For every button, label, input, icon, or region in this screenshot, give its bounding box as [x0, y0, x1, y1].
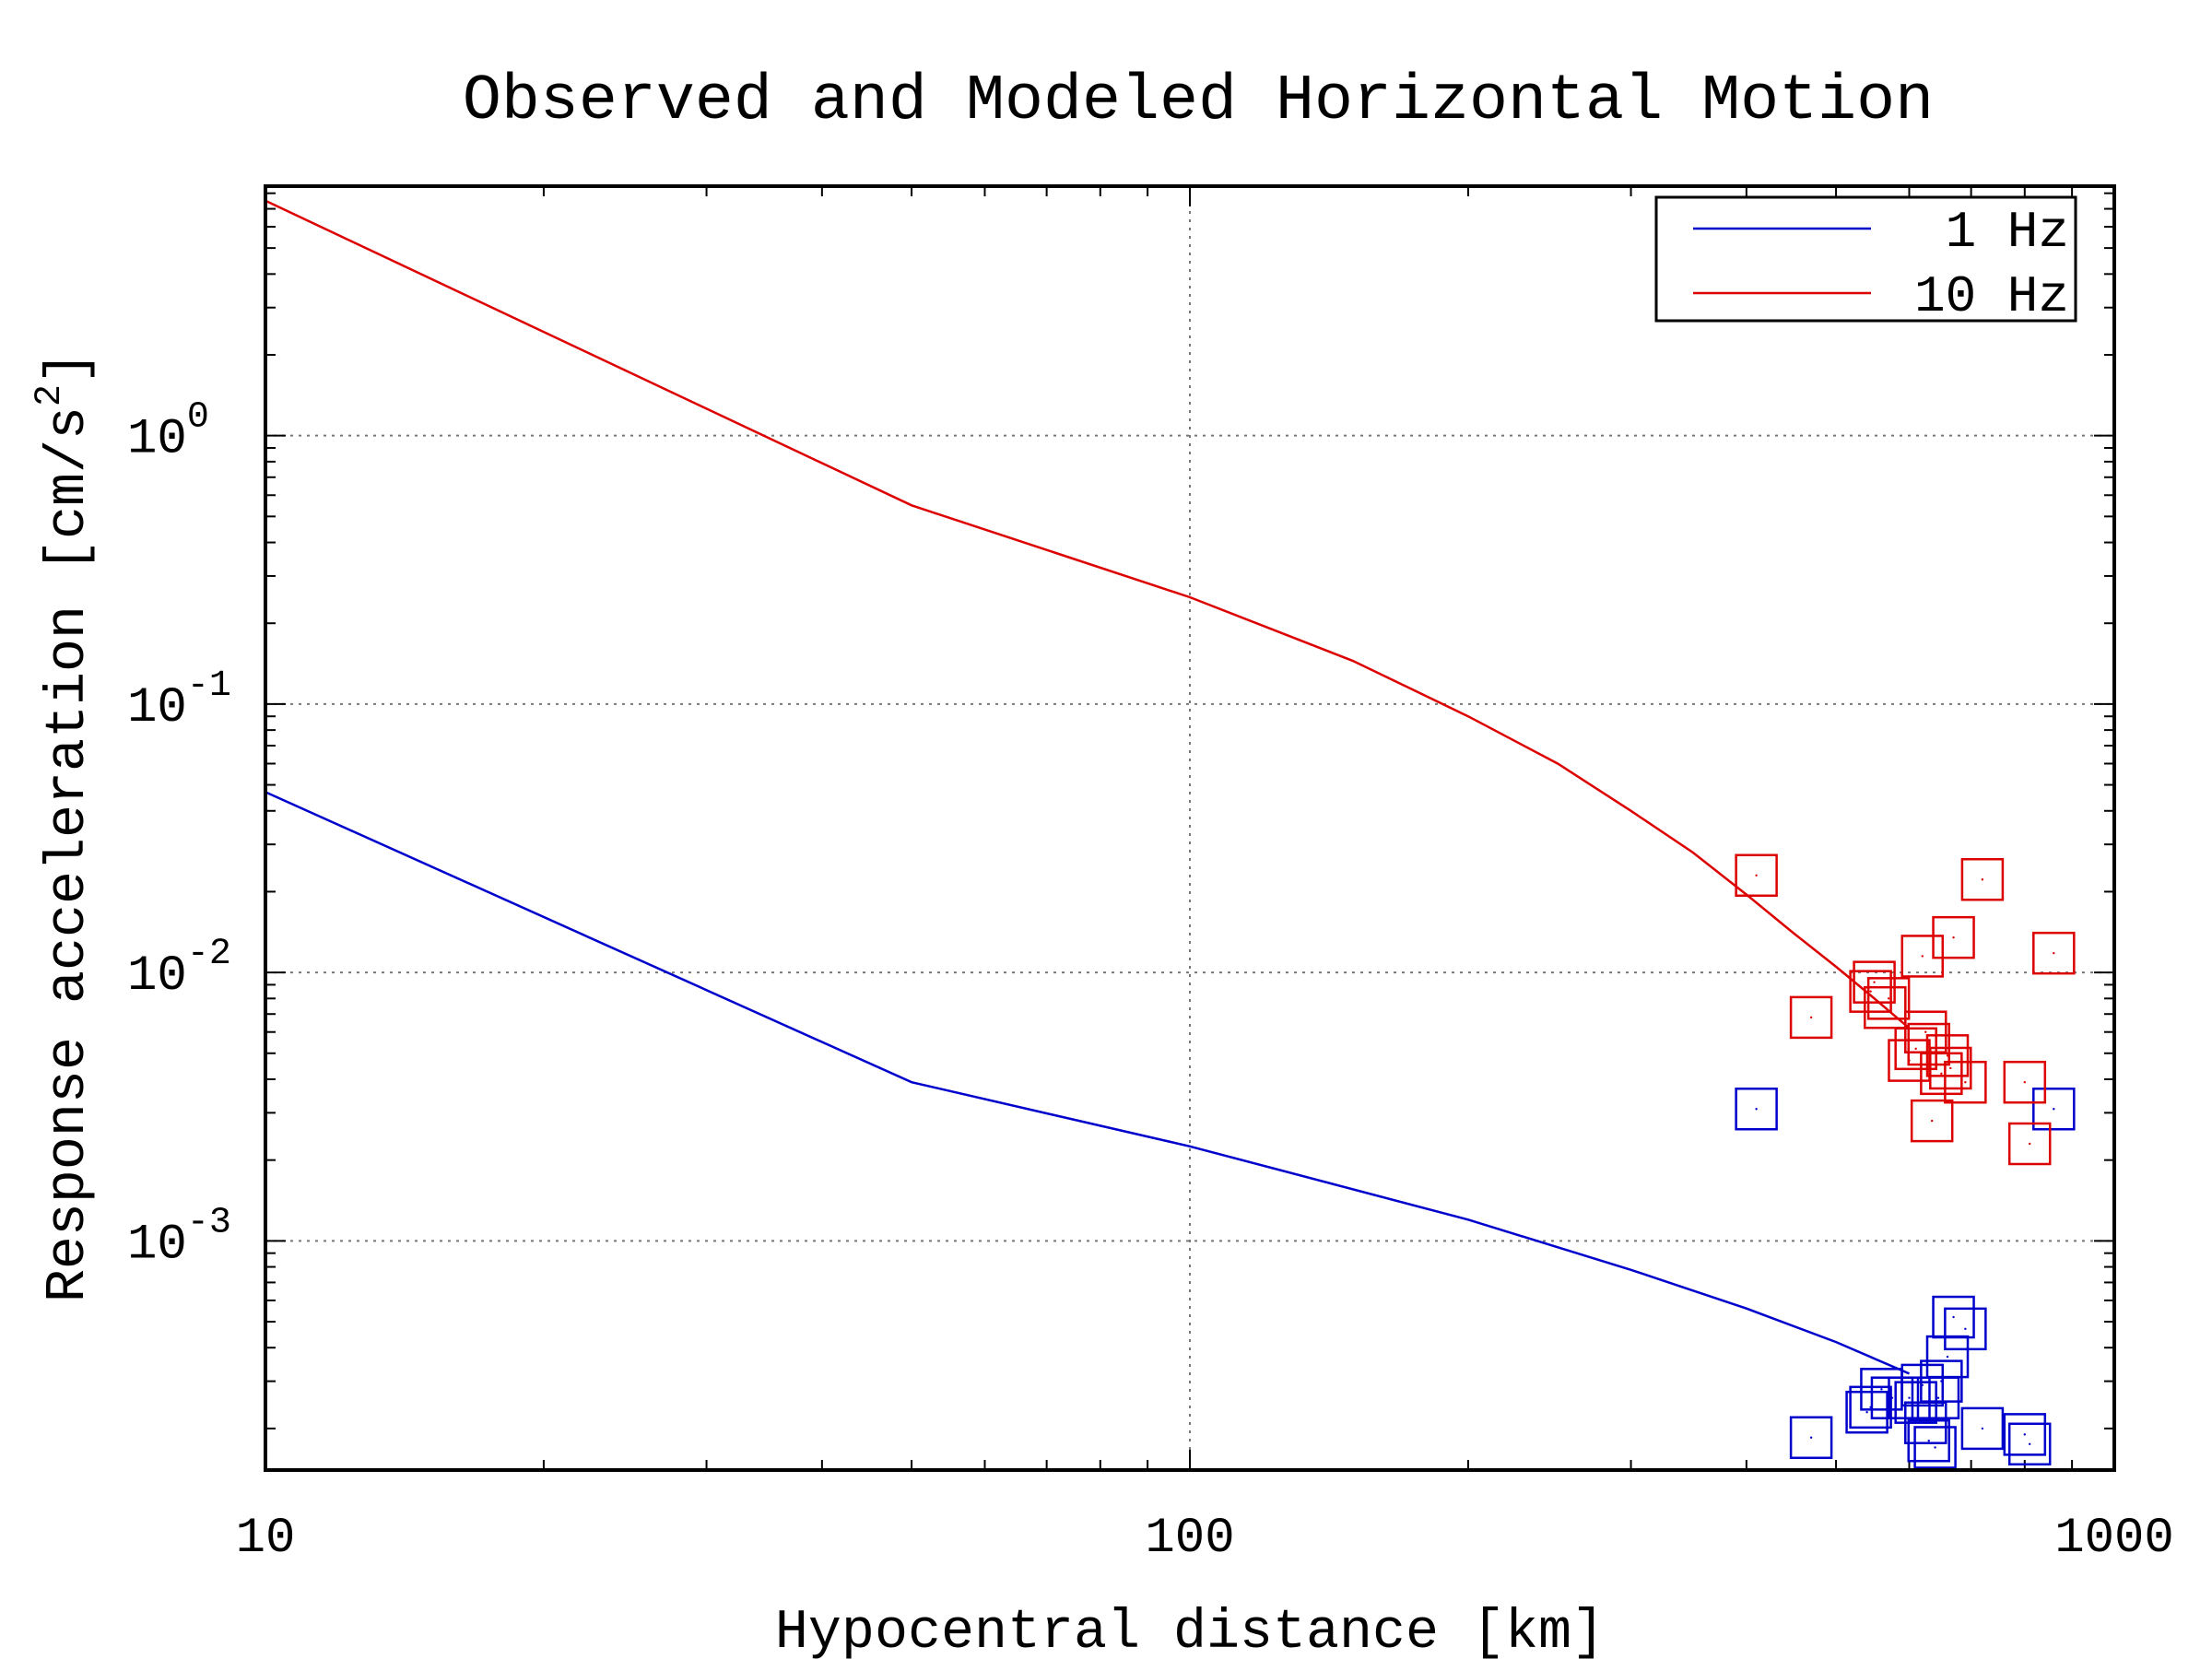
observed-point-center [2023, 1433, 2026, 1436]
observed-point-marker [1888, 1376, 1931, 1419]
observed-point-marker [1925, 1034, 1970, 1077]
plot-frame [264, 184, 2116, 1472]
observed-point-center [2029, 1142, 2031, 1146]
y-tick-label: 10-1 [127, 665, 231, 736]
observed-point-center [1865, 1411, 1868, 1414]
observed-point-center [1924, 1030, 1927, 1033]
observed-point-center [1809, 1436, 1813, 1439]
y-axis-label: Response acceleration [cm/s2] [29, 351, 100, 1302]
observed-point-center [1946, 1054, 1949, 1057]
x-tick-label: 1000 [2054, 1511, 2174, 1567]
observed-point-marker [1789, 995, 1833, 1040]
observed-point-center [1936, 1396, 1940, 1399]
y-tick-label: 10-2 [127, 934, 231, 1005]
observed-point-marker [1913, 1426, 1957, 1469]
observed-point-marker [1932, 915, 1975, 959]
observed-point-marker [1864, 985, 1907, 1030]
observed-point-marker [1866, 977, 1911, 1020]
observed-point-center [1890, 1396, 1894, 1399]
observed-point-center [1884, 1006, 1887, 1009]
legend-label: 1 Hz [1946, 203, 2069, 262]
observed-point-marker [1845, 1390, 1888, 1434]
series-line-10-hz [265, 199, 1911, 1030]
x-tick-label: 100 [1145, 1511, 1234, 1567]
observed-point-center [2053, 1108, 2055, 1111]
observed-point-center [1946, 1355, 1949, 1359]
observed-point-center [1930, 1119, 1934, 1123]
y-tick-label: 10-3 [127, 1202, 231, 1273]
observed-point-marker [1910, 1099, 1954, 1143]
x-tick-label: 10 [236, 1511, 296, 1567]
observed-point-marker [1849, 970, 1892, 1013]
y-tick-label: 100 [127, 397, 209, 468]
observed-point-marker [1900, 1363, 1945, 1407]
observed-point-center [1952, 935, 1955, 939]
observed-point-marker [2003, 1413, 2047, 1456]
series-line-1-hz [265, 791, 1910, 1375]
observed-point-marker [1944, 1060, 1987, 1104]
observed-point-marker [1789, 1416, 1833, 1459]
model-lines [265, 199, 1911, 1375]
observed-point-marker [1920, 1052, 1963, 1096]
chart-title: Observed and Modeled Horizontal Motion [463, 65, 1934, 138]
legend-box [1654, 195, 2077, 323]
observed-point-center [1869, 990, 1872, 993]
observed-point-marker [1932, 1295, 1975, 1339]
observed-point-marker [2007, 1422, 2052, 1466]
observed-point-center [1981, 1427, 1984, 1430]
observed-point-center [1949, 1066, 1952, 1070]
observed-point-center [2053, 951, 2055, 955]
observed-point-marker [1944, 1307, 1987, 1351]
observed-point-marker [1853, 960, 1896, 1004]
observed-point-marker [1735, 1087, 1778, 1131]
observed-point-marker [1735, 853, 1778, 898]
observed-point-marker [1920, 1359, 1963, 1403]
observed-point-center [1952, 1315, 1955, 1319]
observed-point-center [1914, 1047, 1917, 1051]
observed-point-center [1755, 1108, 1758, 1111]
observed-point-center [2029, 1442, 2031, 1445]
observed-point-center [1927, 1440, 1930, 1442]
observed-point-center [1940, 1072, 1943, 1076]
observed-point-marker [1960, 1406, 2005, 1451]
observed-point-marker [2032, 931, 2076, 975]
observed-point-center [1873, 981, 1876, 983]
observed-point-center [1964, 1327, 1967, 1331]
observed-point-marker [1907, 1418, 1950, 1463]
legend-label: 10 Hz [1914, 267, 2069, 326]
observed-point-marker [1929, 1046, 1972, 1090]
observed-point-center [1940, 1380, 1943, 1382]
observed-point-marker [2003, 1060, 2047, 1104]
observed-point-marker [1907, 1022, 1950, 1066]
observed-point-marker [1900, 935, 1945, 978]
observed-point-center [1880, 1388, 1883, 1391]
observed-point-center [1981, 878, 1984, 881]
observed-point-center [1924, 1421, 1927, 1424]
observed-point-center [1964, 1081, 1967, 1084]
y-tick-labels: 100 10-1 10-2 10-3 [127, 397, 231, 1274]
observed-point-center [1934, 1446, 1936, 1449]
observed-point-center [1908, 1396, 1911, 1399]
observed-point-marker [1960, 857, 2005, 901]
observed-point-marker [1849, 1385, 1892, 1430]
observed-point-marker [2032, 1087, 2076, 1131]
observed-point-center [1809, 1016, 1813, 1019]
observed-point-marker [2007, 1122, 2052, 1166]
grid-lines [265, 186, 2114, 1470]
x-tick-labels: 10 100 1000 [236, 1511, 2174, 1567]
observed-markers [1735, 853, 2076, 1469]
observed-point-center [1755, 874, 1758, 877]
observed-point-center [1887, 997, 1890, 1000]
observed-point-center [2023, 1081, 2026, 1084]
observed-point-center [1921, 955, 1924, 958]
x-axis-label: Hypocentral distance [km] [775, 1602, 1605, 1659]
